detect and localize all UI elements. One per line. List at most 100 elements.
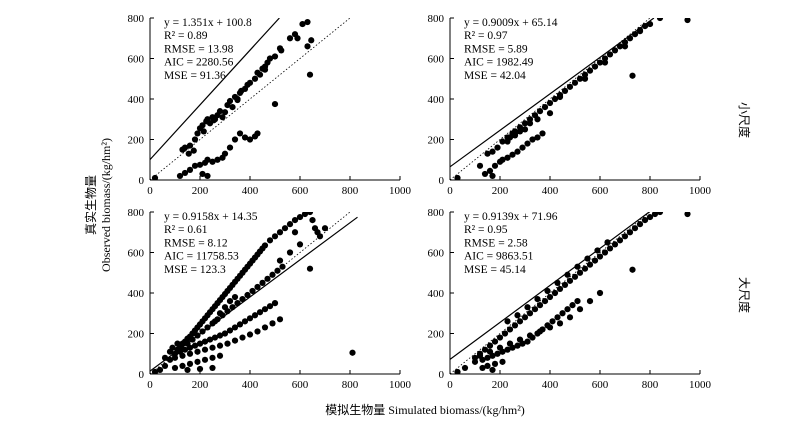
data-point xyxy=(316,233,324,240)
y-tick-label: 0 xyxy=(139,175,145,187)
x-tick-label: 800 xyxy=(342,185,359,197)
data-point xyxy=(234,95,241,103)
data-point xyxy=(531,306,539,313)
data-point xyxy=(526,120,534,127)
scatter-panel-2: 0 200 400 600 800 1000 0 200 400 600 800 y = 0.9158… xyxy=(128,207,412,391)
data-point xyxy=(604,239,611,246)
data-point xyxy=(529,136,536,143)
data-point xyxy=(276,257,284,264)
data-point xyxy=(586,261,594,268)
data-point xyxy=(299,20,306,28)
r-squared: R² = 0.61 xyxy=(164,224,208,236)
data-point xyxy=(586,67,594,74)
data-point xyxy=(169,344,176,351)
data-point xyxy=(201,346,209,353)
data-point xyxy=(479,364,486,372)
y-tick-label: 600 xyxy=(428,248,445,260)
data-point xyxy=(554,279,561,286)
data-point xyxy=(551,289,559,297)
data-point xyxy=(584,255,591,262)
row-label-small-scale: 小尺度 xyxy=(737,102,752,138)
data-point xyxy=(544,287,551,295)
data-point xyxy=(629,266,636,273)
y-tick-label: 600 xyxy=(128,248,145,260)
data-point xyxy=(256,71,264,78)
data-point xyxy=(156,366,164,374)
data-point xyxy=(181,144,189,151)
r-squared: R² = 0.97 xyxy=(464,30,508,42)
y-tick-label: 200 xyxy=(428,329,445,341)
data-point xyxy=(504,138,511,145)
data-point xyxy=(196,365,204,373)
data-point xyxy=(662,11,668,17)
data-point xyxy=(294,35,301,42)
fit-equation: y = 1.351x + 100.8 xyxy=(164,17,252,29)
data-point xyxy=(254,328,261,335)
data-point xyxy=(214,156,221,163)
data-point xyxy=(519,144,526,151)
data-point xyxy=(571,79,579,86)
data-point xyxy=(186,350,194,357)
data-point xyxy=(229,104,236,111)
y-tick-label: 200 xyxy=(128,135,145,147)
data-point xyxy=(176,172,184,180)
data-point xyxy=(516,318,524,325)
data-point xyxy=(254,283,261,291)
data-point xyxy=(511,322,519,329)
data-point xyxy=(534,330,541,337)
data-point xyxy=(226,327,234,334)
data-point xyxy=(259,279,266,286)
data-point xyxy=(251,312,259,319)
x-axis-title: 模拟生物量 Simulated biomass/(kg/hm²) xyxy=(325,403,525,417)
data-point xyxy=(216,310,224,317)
data-point xyxy=(496,334,504,341)
aic-value: AIC = 2280.56 xyxy=(164,57,234,69)
data-point xyxy=(274,267,281,274)
data-point xyxy=(524,140,531,147)
data-point xyxy=(677,1,683,7)
x-tick-label: 1000 xyxy=(389,185,412,197)
data-point xyxy=(672,199,678,205)
y-axis-title-chinese: 真实生物量 xyxy=(83,175,98,235)
data-point xyxy=(616,237,624,244)
data-point xyxy=(226,144,234,151)
data-point xyxy=(206,336,214,343)
row-label-large-scale: 大尺度 xyxy=(737,277,752,313)
data-point xyxy=(199,328,206,335)
y-tick-label: 0 xyxy=(439,175,445,187)
data-point xyxy=(476,162,484,169)
data-point xyxy=(276,229,284,236)
data-point xyxy=(224,340,231,347)
data-point xyxy=(190,147,197,154)
x-tick-label: 800 xyxy=(642,379,659,391)
x-tick-label: 0 xyxy=(147,379,153,391)
data-point xyxy=(524,304,531,311)
x-tick-label: 1000 xyxy=(689,185,712,197)
data-point xyxy=(219,114,226,121)
data-point xyxy=(209,344,216,351)
rmse-value: RMSE = 8.12 xyxy=(164,237,228,249)
data-point xyxy=(264,59,271,66)
x-tick-label: 600 xyxy=(292,379,309,391)
data-point xyxy=(516,128,524,135)
data-point xyxy=(306,212,314,216)
data-point xyxy=(481,170,489,178)
data-point xyxy=(536,302,544,309)
data-point xyxy=(556,285,564,293)
data-point xyxy=(201,356,209,363)
x-tick-label: 800 xyxy=(342,379,359,391)
data-point xyxy=(186,360,194,367)
aic-value: AIC = 1982.49 xyxy=(464,57,534,69)
data-point xyxy=(306,265,314,272)
data-point xyxy=(249,287,256,295)
data-point xyxy=(646,213,654,221)
data-point xyxy=(521,120,529,127)
data-point xyxy=(199,170,206,178)
data-point xyxy=(596,59,604,66)
data-point xyxy=(308,37,315,44)
mse-value: MSE = 45.14 xyxy=(464,264,526,276)
data-point xyxy=(264,275,271,282)
data-point xyxy=(266,303,274,310)
data-point xyxy=(646,20,654,28)
